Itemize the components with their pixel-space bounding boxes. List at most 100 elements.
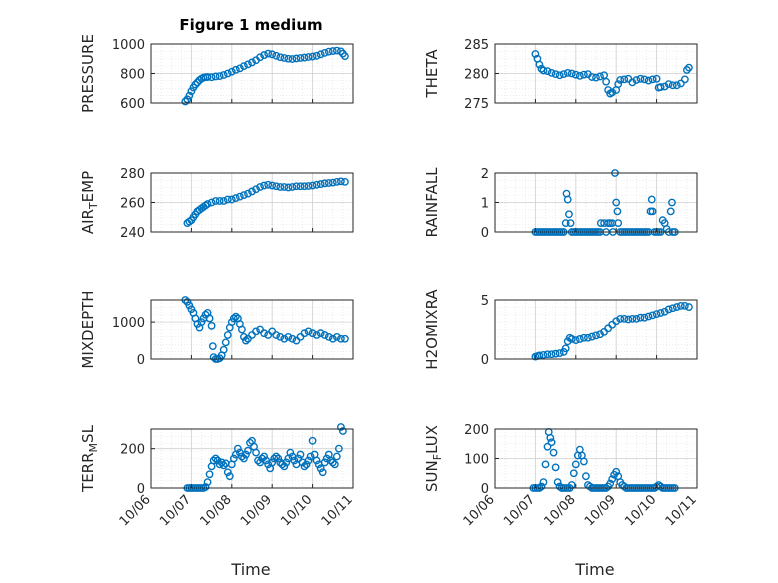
data-point bbox=[588, 73, 596, 81]
data-point bbox=[252, 448, 260, 457]
data-point bbox=[221, 338, 230, 347]
data-point bbox=[567, 335, 576, 343]
data-point bbox=[244, 446, 252, 455]
data-point bbox=[541, 460, 550, 469]
y-tick-label: 285 bbox=[464, 38, 489, 53]
data-point bbox=[227, 67, 236, 76]
data-point bbox=[612, 198, 621, 207]
x-tick-label: 10/09 bbox=[582, 492, 619, 529]
data-point bbox=[575, 71, 584, 80]
data-point bbox=[278, 460, 287, 469]
data-point bbox=[272, 452, 281, 461]
data-point bbox=[582, 472, 590, 481]
data-point bbox=[606, 479, 615, 488]
y-tick-label: 0 bbox=[481, 226, 489, 241]
data-point bbox=[276, 53, 285, 62]
data-point bbox=[563, 195, 572, 204]
data-point bbox=[660, 82, 669, 91]
data-point bbox=[296, 182, 305, 191]
data-point bbox=[300, 53, 309, 62]
data-point bbox=[614, 219, 623, 228]
data-point bbox=[652, 74, 661, 83]
data-point bbox=[547, 69, 556, 77]
data-point bbox=[308, 52, 317, 61]
data-point bbox=[252, 185, 260, 194]
data-point bbox=[547, 438, 556, 447]
data-point bbox=[324, 332, 333, 341]
data-point bbox=[569, 469, 578, 478]
data-point bbox=[539, 350, 548, 359]
y-tick-label: 800 bbox=[120, 68, 145, 83]
axes-sun-flux: 0 100 200 10/06 10/07 10/08 10/09 10/10 10/11 SUN… bbox=[423, 423, 700, 529]
data-point bbox=[672, 81, 681, 90]
y-tick-label: 2 bbox=[481, 167, 489, 182]
data-point bbox=[272, 331, 281, 339]
data-point bbox=[280, 54, 289, 62]
data-point bbox=[308, 181, 317, 190]
y-axis-label: H2OMIXRA bbox=[423, 289, 441, 370]
data-point bbox=[258, 454, 266, 463]
data-point bbox=[260, 51, 269, 59]
data-point bbox=[668, 304, 677, 313]
x-tick-label: 10/06 bbox=[117, 492, 154, 529]
data-point bbox=[244, 60, 252, 69]
x-axis-label-left: Time bbox=[230, 560, 270, 579]
axes-frame bbox=[150, 299, 354, 360]
y-tick-label: 600 bbox=[120, 97, 145, 112]
x-tick-label: 10/11 bbox=[319, 492, 356, 529]
data-point bbox=[252, 327, 260, 336]
data-point bbox=[543, 67, 552, 76]
data-point bbox=[207, 198, 216, 207]
data-point bbox=[535, 60, 544, 69]
data-point bbox=[318, 468, 327, 477]
data-point bbox=[666, 207, 675, 216]
data-point bbox=[672, 303, 681, 311]
data-point bbox=[676, 301, 685, 310]
y-tick-label: 260 bbox=[120, 197, 145, 212]
data-point bbox=[584, 333, 592, 342]
data-point bbox=[248, 58, 256, 67]
data-point bbox=[680, 75, 689, 84]
data-point bbox=[561, 344, 570, 353]
series-h2omixra bbox=[531, 301, 693, 361]
data-point bbox=[219, 197, 228, 205]
data-point bbox=[306, 452, 315, 461]
y-axis-label: TERRMSL bbox=[79, 424, 100, 493]
series-theta bbox=[531, 50, 693, 98]
y-tick-label: 0 bbox=[481, 482, 489, 497]
data-point bbox=[254, 456, 262, 465]
data-point bbox=[539, 478, 548, 486]
data-point bbox=[575, 335, 584, 343]
data-point bbox=[205, 470, 214, 479]
figure-title: Figure 1 medium bbox=[179, 16, 322, 34]
x-tick-label: 10/11 bbox=[663, 492, 700, 529]
data-point bbox=[644, 76, 653, 85]
data-point bbox=[240, 62, 248, 71]
data-point bbox=[272, 51, 281, 60]
data-point bbox=[316, 50, 325, 59]
data-point bbox=[551, 463, 560, 472]
data-point bbox=[211, 454, 220, 463]
axes-frame bbox=[150, 428, 354, 489]
data-point bbox=[336, 423, 345, 431]
data-point bbox=[231, 312, 240, 321]
data-point bbox=[316, 464, 325, 473]
data-point bbox=[555, 349, 564, 357]
data-point bbox=[260, 452, 269, 461]
y-tick-label: 0 bbox=[137, 353, 145, 368]
data-point bbox=[328, 47, 337, 55]
data-point bbox=[330, 460, 339, 469]
data-point bbox=[304, 456, 313, 465]
axes-theta: 275 280 285 THETA bbox=[423, 38, 698, 112]
data-point bbox=[242, 450, 250, 459]
data-point bbox=[308, 436, 317, 445]
data-point bbox=[328, 458, 337, 467]
data-point bbox=[341, 334, 349, 343]
data-point bbox=[308, 329, 317, 338]
data-point bbox=[546, 433, 555, 442]
data-point bbox=[288, 334, 297, 343]
data-point bbox=[284, 54, 293, 63]
data-point bbox=[244, 189, 252, 198]
data-point bbox=[296, 450, 305, 459]
